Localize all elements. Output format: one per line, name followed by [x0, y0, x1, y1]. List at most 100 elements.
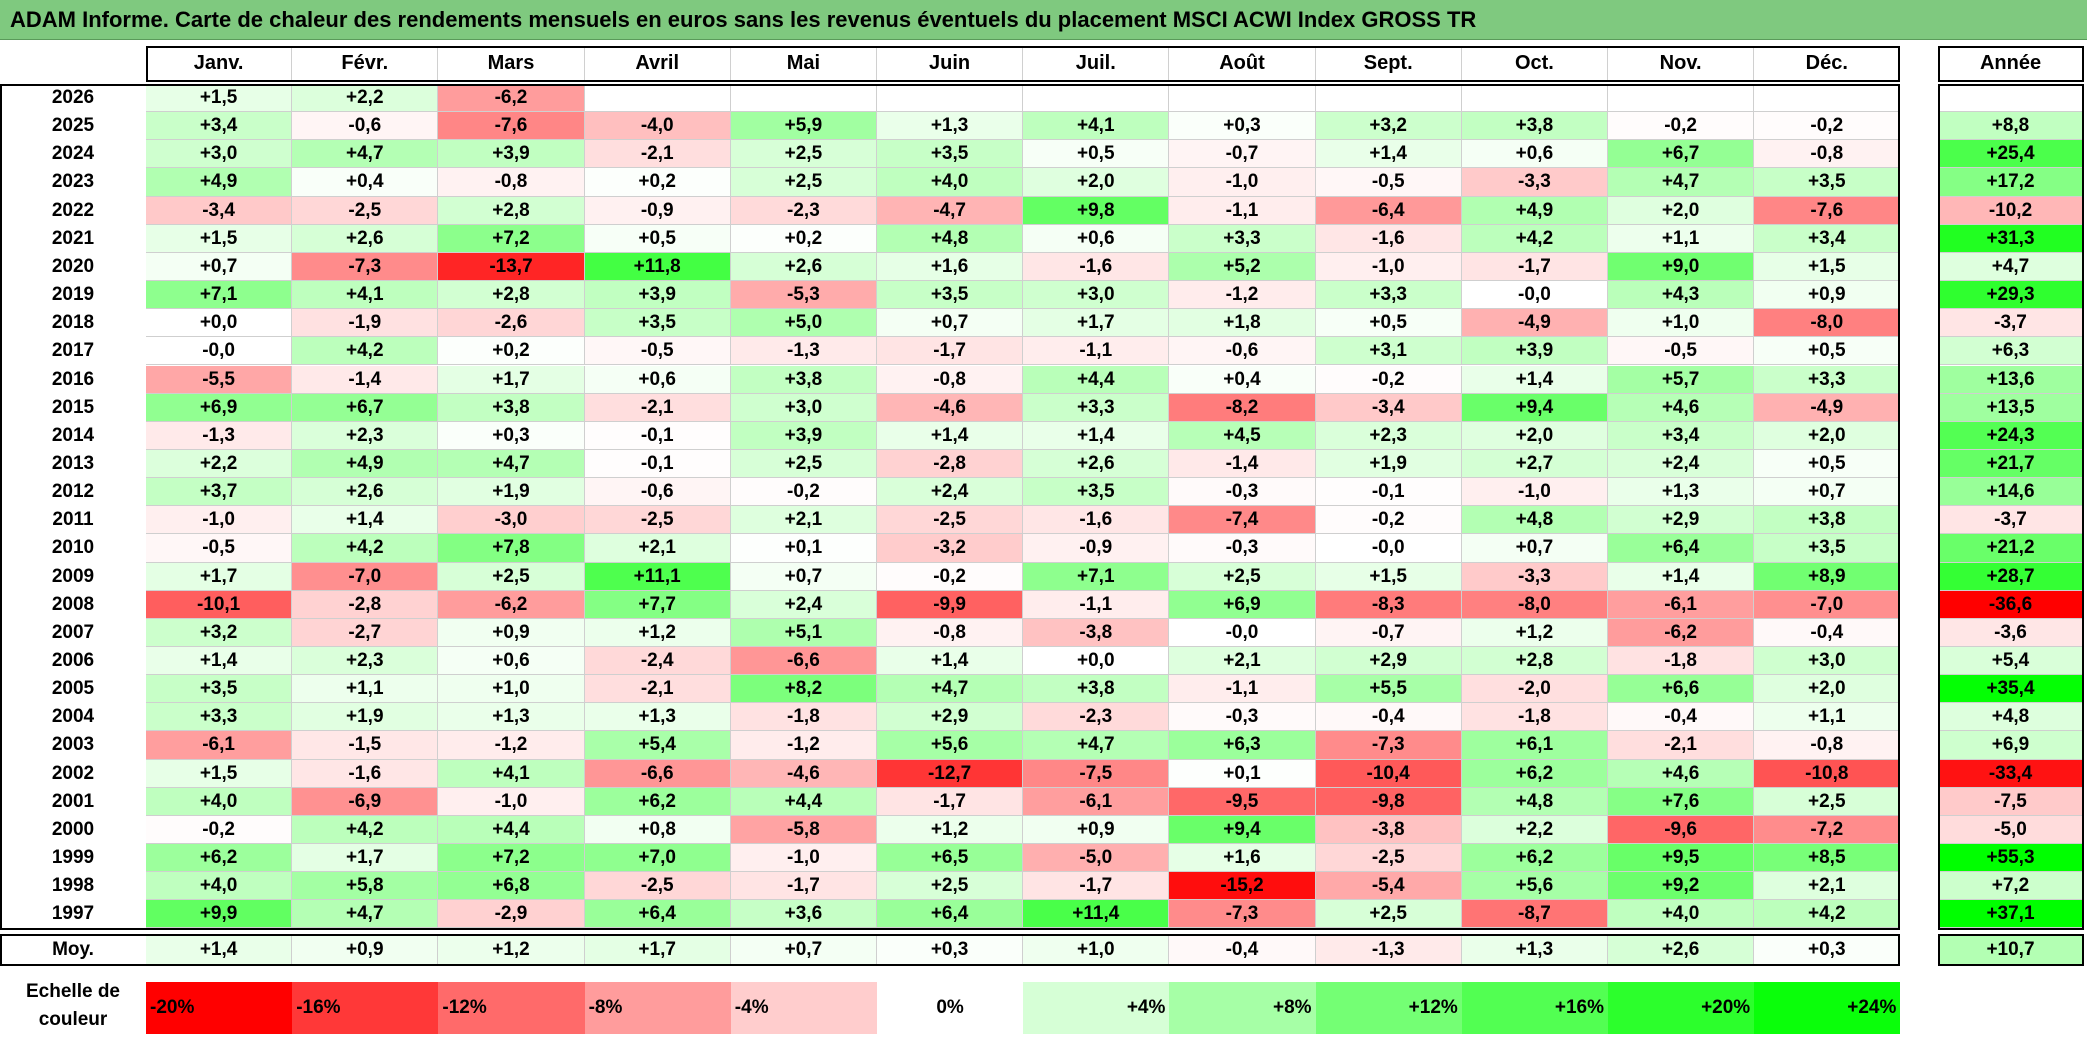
heatmap-cell: -1,0 — [146, 506, 293, 535]
heatmap-cell: -2,6 — [438, 309, 585, 338]
heatmap-cell: +4,0 — [146, 872, 293, 901]
heatmap-cell: +6,4 — [584, 900, 731, 929]
heatmap-cell: +2,8 — [1461, 647, 1608, 676]
annual-cell: -33,4 — [1938, 759, 2084, 788]
heatmap-cell: +0,1 — [730, 534, 877, 563]
annual-cell: -7,5 — [1938, 787, 2084, 816]
heatmap-cell: -5,0 — [1023, 844, 1170, 873]
heatmap-cell: +4,7 — [1608, 168, 1755, 197]
heatmap-cell: -3,4 — [1315, 393, 1462, 422]
heatmap-cell: +0,6 — [1461, 140, 1608, 169]
heatmap-cell: +3,5 — [584, 309, 731, 338]
heatmap-cell: +2,9 — [1315, 647, 1462, 676]
heatmap-cell: +7,8 — [438, 534, 585, 563]
heatmap-cell: +6,9 — [146, 393, 293, 422]
column-header: Mai — [731, 46, 877, 80]
heatmap-cell: +6,7 — [292, 393, 439, 422]
heatmap-cell: +11,4 — [1023, 900, 1170, 929]
annual-cell: +25,4 — [1938, 140, 2084, 169]
heatmap-cell: -2,5 — [584, 872, 731, 901]
heatmap-cell: -2,4 — [584, 647, 731, 676]
heatmap-cell: +0,9 — [1023, 815, 1170, 845]
row-year-label: 2008 — [51, 593, 95, 615]
heatmap-cell: +11,1 — [584, 562, 731, 591]
heatmap-cell: +5,5 — [1315, 675, 1462, 704]
heatmap-cell: -1,0 — [1169, 168, 1316, 197]
heatmap-cell: +6,7 — [1608, 140, 1755, 169]
heatmap-cell: -3,8 — [1315, 815, 1462, 845]
row-year-label: 2002 — [51, 762, 95, 784]
heatmap-cell: -1,1 — [1023, 590, 1170, 619]
heatmap-cell: +1,2 — [877, 815, 1024, 845]
heatmap-cell: +5,7 — [1608, 365, 1755, 394]
heatmap-cell: +3,4 — [1754, 224, 1901, 253]
heatmap-cell: +0,6 — [1023, 224, 1170, 253]
heatmap-cell: +4,9 — [292, 449, 439, 479]
heatmap-cell: +0,2 — [438, 337, 585, 366]
heatmap-cell: -2,3 — [730, 196, 877, 225]
heatmap-cell: +8,5 — [1754, 844, 1901, 873]
heatmap-cell: +4,8 — [1461, 787, 1608, 816]
annual-cell: +5,4 — [1938, 647, 2084, 676]
average-cell: +1,7 — [584, 934, 731, 965]
heatmap-cell: +7,2 — [438, 844, 585, 873]
heatmap-cell: +1,3 — [877, 112, 1024, 141]
heatmap-cell: +4,8 — [1461, 506, 1608, 535]
row-year-label: 2009 — [51, 565, 95, 587]
annual-cell: +13,6 — [1938, 365, 2084, 394]
legend-swatch: -12% — [438, 982, 585, 1034]
annual-cell: -3,7 — [1938, 309, 2084, 338]
annual-cell: +24,3 — [1938, 421, 2084, 450]
heatmap-cell: +2,6 — [1023, 449, 1170, 479]
heatmap-cell: +1,1 — [292, 675, 439, 704]
heatmap-cell: -10,8 — [1754, 759, 1901, 788]
row-year-label: 2006 — [51, 650, 95, 671]
row-year-label: 2026 — [51, 87, 95, 108]
heatmap-cell: -0,3 — [1169, 703, 1316, 732]
heatmap-cell: -6,2 — [1608, 618, 1755, 647]
column-header: Mars — [438, 46, 585, 80]
heatmap-cell: +6,8 — [438, 872, 585, 901]
annual-cell: +6,3 — [1938, 337, 2084, 366]
heatmap-cell: +8,9 — [1754, 562, 1901, 591]
heatmap-cell: -1,7 — [1023, 872, 1170, 901]
heatmap-cell: +5,0 — [730, 309, 877, 338]
heatmap-cell: +4,2 — [292, 534, 439, 563]
heatmap-cell: +2,4 — [877, 478, 1024, 507]
heatmap-cell: -6,2 — [438, 84, 585, 113]
heatmap-cell: +5,9 — [730, 112, 877, 141]
row-year-label: 2023 — [51, 171, 95, 193]
heatmap-cell: +3,0 — [730, 393, 877, 422]
heatmap-cell: +4,7 — [1023, 731, 1170, 760]
heatmap-cell: -0,2 — [1754, 112, 1901, 141]
annual-cell: +21,2 — [1938, 534, 2084, 563]
heatmap-cell: +2,0 — [1023, 168, 1170, 197]
heatmap-cell: +2,1 — [584, 534, 731, 563]
heatmap-cell: +3,8 — [438, 393, 585, 422]
heatmap-cell: +9,8 — [1023, 196, 1170, 225]
heatmap-cell: +1,4 — [292, 506, 439, 535]
heatmap-cell: -1,1 — [1023, 337, 1170, 366]
heatmap-cell: -6,1 — [1608, 590, 1755, 619]
heatmap-cell: -5,3 — [730, 281, 877, 310]
heatmap-cell: -2,9 — [438, 900, 585, 929]
heatmap-cell: -1,6 — [292, 759, 439, 788]
row-year-label: 2018 — [51, 312, 95, 334]
heatmap-cell: -1,3 — [146, 421, 293, 450]
heatmap-cell: +3,2 — [1315, 112, 1462, 141]
heatmap-cell: +4,7 — [292, 140, 439, 169]
heatmap-cell: -8,0 — [1754, 309, 1901, 338]
heatmap-cell: -0,4 — [1754, 618, 1901, 647]
heatmap-cell: -2,1 — [1608, 731, 1755, 760]
heatmap-cell: +3,5 — [877, 281, 1024, 310]
annual-cell: +31,3 — [1938, 224, 2084, 253]
heatmap-cell: -1,0 — [438, 787, 585, 816]
heatmap-cell: +0,7 — [146, 252, 293, 282]
heatmap-cell: -7,6 — [438, 112, 585, 141]
annual-cell: +28,7 — [1938, 562, 2084, 591]
heatmap-cell: -0,5 — [584, 337, 731, 366]
heatmap-cell: +4,7 — [438, 449, 585, 479]
heatmap-cell: -1,8 — [1608, 647, 1755, 676]
average-cell: +0,3 — [1754, 934, 1901, 965]
heatmap-cell: -1,3 — [730, 337, 877, 366]
